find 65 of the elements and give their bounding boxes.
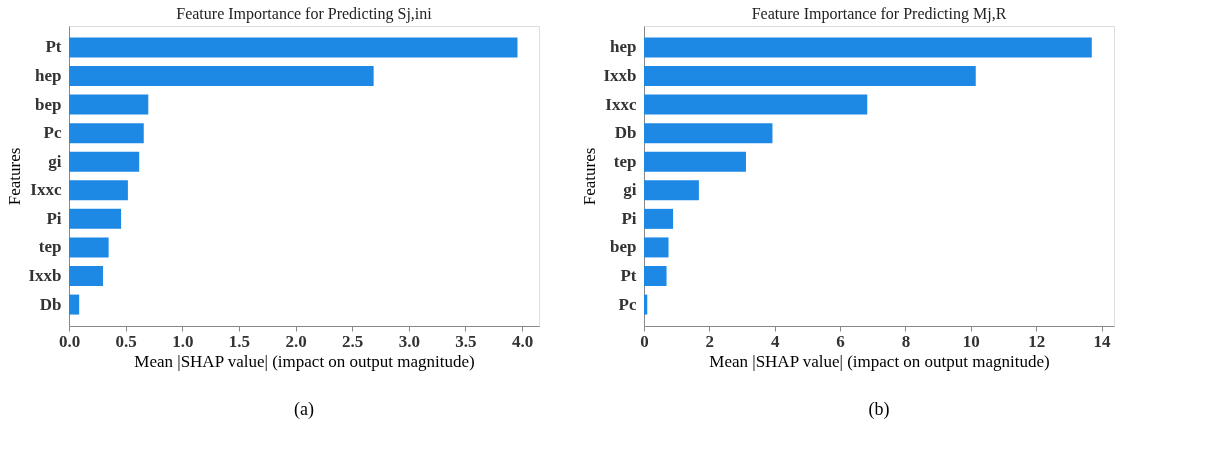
y-tick-label: Ixxb	[28, 266, 62, 285]
x-axis-title: Mean |SHAP value| (impact on output magnitude)	[134, 351, 475, 371]
text: (a)	[294, 399, 314, 420]
text: (b)	[868, 399, 890, 420]
y-tick-label: Pi	[621, 208, 637, 228]
bar	[644, 180, 699, 201]
bar	[69, 237, 109, 258]
bar	[69, 266, 103, 286]
bar	[69, 208, 122, 229]
chart-title: Feature Importance for Predicting Sj,ini	[176, 5, 433, 23]
y-tick-label: Ixxc	[605, 94, 637, 114]
x-tick-label: 3.5	[455, 331, 477, 351]
bar	[69, 66, 374, 86]
x-tick-label: 0.0	[58, 331, 81, 351]
x-tick-label: 1.0	[172, 331, 194, 351]
bar	[644, 266, 667, 286]
y-tick-label: Pt	[45, 37, 62, 57]
x-tick-label: 2.0	[285, 331, 307, 351]
bar	[644, 94, 868, 115]
y-tick-label: Db	[39, 294, 62, 314]
x-tick-label: 4	[770, 331, 780, 351]
bar	[69, 94, 149, 115]
x-axis-title: Mean |SHAP value| (impact on output magnitude)	[709, 351, 1050, 371]
y-axis-title: Features	[5, 147, 25, 206]
x-tick-label: 0	[640, 331, 649, 351]
x-tick-label: 2	[705, 331, 715, 351]
y-tick-label: Pi	[46, 208, 62, 228]
y-tick-label: Pc	[618, 294, 637, 314]
y-axis-title: Features	[580, 147, 600, 206]
bar	[644, 37, 1092, 58]
bar	[644, 294, 648, 315]
y-tick-label: tep	[38, 237, 62, 257]
bar	[644, 66, 976, 86]
y-tick-label: hep	[610, 37, 637, 57]
x-tick-label: 8	[901, 331, 911, 351]
bar	[644, 123, 773, 144]
chart-title: Feature Importance for Predicting Mj,R	[751, 5, 1007, 23]
bar	[69, 180, 128, 201]
y-tick-label: gi	[48, 151, 62, 171]
y-tick-label: Ixxb	[603, 66, 637, 85]
y-tick-label: gi	[623, 180, 637, 200]
bar	[644, 237, 669, 258]
x-tick-label: 0.5	[115, 331, 137, 351]
x-tick-label: 10	[962, 331, 980, 351]
bar	[69, 37, 518, 58]
bar	[69, 151, 140, 172]
bar	[69, 294, 80, 315]
y-tick-label: Ixxc	[30, 180, 62, 200]
x-tick-label: 12	[1028, 331, 1046, 351]
bar	[69, 123, 144, 144]
x-tick-label: 2.5	[342, 331, 364, 351]
bar	[644, 151, 746, 172]
x-tick-label: 1.5	[228, 331, 250, 351]
bar	[644, 208, 674, 229]
x-tick-label: 4.0	[511, 331, 534, 351]
y-tick-label: Db	[614, 123, 637, 143]
y-tick-label: Pc	[43, 123, 62, 143]
y-tick-label: bep	[35, 94, 62, 114]
x-tick-label: 6	[836, 331, 845, 351]
x-tick-label: 3.0	[398, 331, 420, 351]
x-tick-label: 14	[1093, 331, 1112, 351]
y-tick-label: bep	[610, 237, 637, 257]
y-tick-label: tep	[613, 151, 637, 171]
y-tick-label: hep	[35, 66, 62, 85]
y-tick-label: Pt	[620, 266, 637, 285]
